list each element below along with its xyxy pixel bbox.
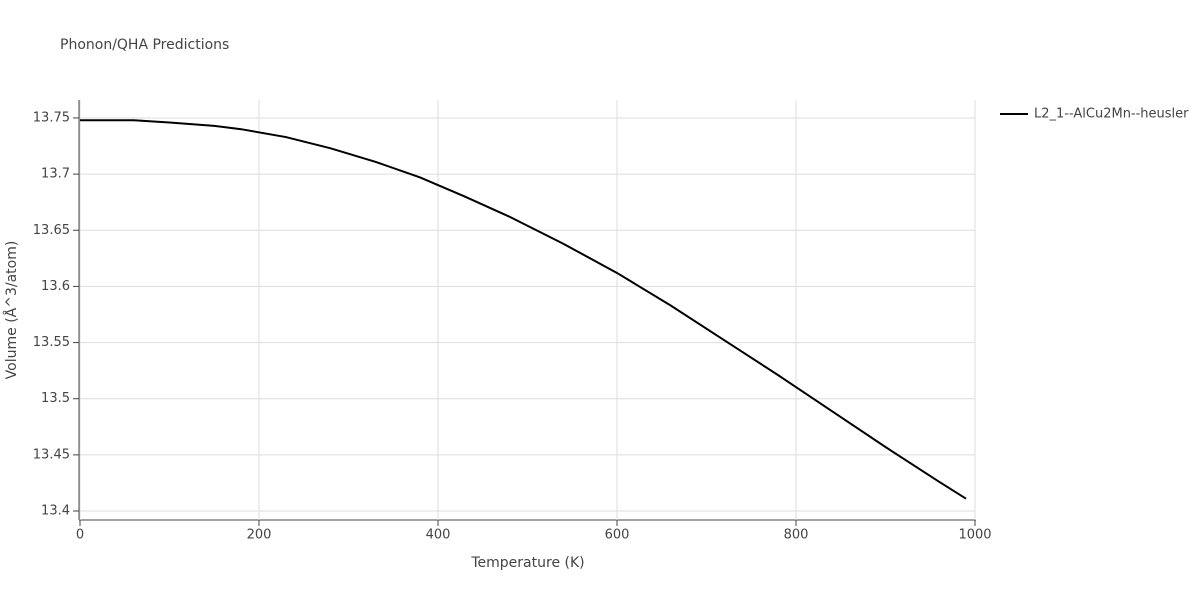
y-tick-label: 13.45: [33, 447, 70, 462]
legend-label: L2_1--AlCu2Mn--heusler: [1034, 107, 1189, 122]
y-tick-label: 13.55: [33, 335, 70, 350]
y-axis-label: Volume (Å^3/atom): [3, 241, 20, 380]
x-tick-label: 600: [605, 528, 630, 543]
x-tick-label: 0: [76, 528, 84, 543]
y-tick-label: 13.6: [41, 279, 70, 294]
x-tick-label: 200: [247, 528, 272, 543]
data-line: [80, 119, 967, 500]
y-tick-label: 13.65: [33, 223, 70, 238]
y-tick-label: 13.5: [41, 391, 70, 406]
y-tick-label: 13.4: [41, 504, 70, 519]
x-tick-label: 1000: [958, 528, 991, 543]
x-tick-label: 400: [426, 528, 451, 543]
y-tick-label: 13.7: [41, 167, 70, 182]
chart-title: Phonon/QHA Predictions: [60, 37, 229, 53]
x-tick-label: 800: [784, 528, 809, 543]
x-axis-label: Temperature (K): [470, 555, 584, 571]
y-tick-label: 13.75: [33, 110, 70, 125]
